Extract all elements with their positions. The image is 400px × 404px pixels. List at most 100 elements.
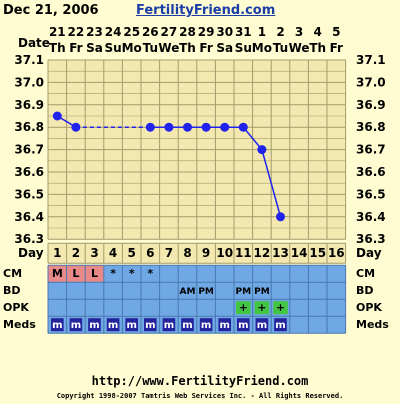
meds-marker — [237, 318, 250, 332]
cm-highlight — [85, 265, 104, 283]
weekday-label: Fr — [69, 41, 82, 55]
meds-cell: m — [164, 320, 174, 331]
weekday-label: Su — [235, 41, 252, 55]
meds-marker — [218, 318, 231, 332]
date-label: 5 — [332, 25, 340, 39]
date-label: 29 — [198, 25, 215, 39]
y-tick-left: 36.8 — [14, 120, 44, 134]
day-number: 14 — [291, 246, 308, 260]
weekday-label: Th — [179, 41, 196, 55]
day-row-label-right: Day — [356, 246, 382, 260]
y-tick-left: 36.3 — [14, 232, 44, 246]
obs-row-label: Meds — [3, 318, 36, 331]
obs-cell: * — [129, 267, 135, 280]
meds-marker — [144, 318, 157, 332]
temperature-point — [71, 122, 81, 132]
y-tick-right: 36.9 — [356, 98, 386, 112]
temperature-line-segment — [261, 149, 282, 218]
meds-cell: m — [52, 320, 62, 331]
meds-marker — [255, 318, 269, 332]
opk-highlight — [254, 301, 270, 315]
meds-cell: m — [219, 320, 229, 331]
obs-cell: L — [72, 267, 79, 280]
y-tick-left: 36.4 — [14, 210, 44, 224]
day-number: 16 — [328, 246, 345, 260]
meds-cell: m — [238, 320, 248, 331]
weekday-label: We — [289, 41, 310, 55]
day-number: 4 — [109, 246, 117, 260]
weekday-label: Fr — [199, 41, 212, 55]
weekday-label: Sa — [216, 41, 233, 55]
meds-cell: m — [275, 320, 285, 331]
meds-cell: m — [145, 320, 155, 331]
opk-highlight — [273, 301, 288, 315]
day-number: 2 — [72, 246, 80, 260]
y-tick-right: 36.6 — [356, 165, 386, 179]
obs-cell: M — [52, 267, 63, 280]
day-number: 9 — [202, 246, 210, 260]
footer-url[interactable]: http://www.FertilityFriend.com — [91, 374, 309, 388]
obs-row-label: OPK — [3, 301, 29, 314]
meds-marker — [106, 318, 120, 332]
obs-row-label-right: OPK — [356, 301, 382, 314]
day-number: 5 — [128, 246, 136, 260]
day-number: 13 — [272, 246, 289, 260]
day-number: 10 — [216, 246, 233, 260]
obs-cell: * — [147, 267, 153, 280]
day-number: 8 — [183, 246, 191, 260]
date-row-label: Date — [18, 36, 50, 50]
temperature-line-segment — [242, 126, 263, 151]
weekday-label: Sa — [86, 41, 103, 55]
date-label: 23 — [86, 25, 103, 39]
day-number: 11 — [235, 246, 252, 260]
meds-marker — [162, 318, 176, 332]
date-label: 31 — [235, 25, 252, 39]
y-tick-left: 37.1 — [14, 53, 44, 67]
obs-cell: AM — [180, 287, 196, 297]
day-number: 12 — [254, 246, 271, 260]
cm-highlight — [48, 265, 67, 283]
meds-cell: m — [257, 320, 267, 331]
temperature-point — [220, 122, 230, 132]
weekday-label: Tu — [273, 41, 288, 55]
temperature-point — [52, 111, 62, 121]
y-tick-right: 36.5 — [356, 187, 386, 201]
date-label: 22 — [68, 25, 85, 39]
site-link[interactable]: FertilityFriend.com — [136, 3, 276, 18]
y-tick-right: 36.3 — [356, 232, 386, 246]
weekday-label: We — [158, 41, 179, 55]
temperature-point — [201, 122, 211, 132]
weekday-label: Th — [309, 41, 326, 55]
weekday-label: Fr — [330, 41, 343, 55]
y-tick-left: 36.7 — [14, 143, 44, 157]
meds-marker — [125, 318, 138, 332]
meds-marker — [51, 318, 64, 332]
y-tick-right: 37.0 — [356, 75, 386, 89]
obs-cell: PM — [236, 287, 252, 297]
meds-cell: m — [108, 320, 118, 331]
date-label: 26 — [142, 25, 159, 39]
obs-cell: * — [110, 267, 116, 280]
date-label: 1 — [258, 25, 266, 39]
date-label: 24 — [105, 25, 122, 39]
meds-cell: m — [126, 320, 136, 331]
y-tick-left: 36.5 — [14, 187, 44, 201]
date-label: 27 — [161, 25, 178, 39]
temperature-point — [183, 122, 192, 132]
meds-marker — [88, 318, 101, 332]
date-label: 3 — [295, 25, 303, 39]
obs-row-label-right: BD — [356, 284, 374, 297]
weekday-label: Mo — [252, 41, 272, 55]
obs-cell: + — [257, 301, 266, 314]
temperature-point — [238, 122, 248, 132]
meds-cell: m — [201, 320, 211, 331]
date-label: 21 — [49, 25, 66, 39]
date-label: 28 — [179, 25, 196, 39]
meds-marker — [181, 318, 194, 332]
meds-cell: m — [89, 320, 99, 331]
day-number: 6 — [146, 246, 154, 260]
y-tick-left: 36.9 — [14, 98, 44, 112]
y-tick-right: 36.7 — [356, 143, 386, 157]
meds-cell: m — [71, 320, 81, 331]
